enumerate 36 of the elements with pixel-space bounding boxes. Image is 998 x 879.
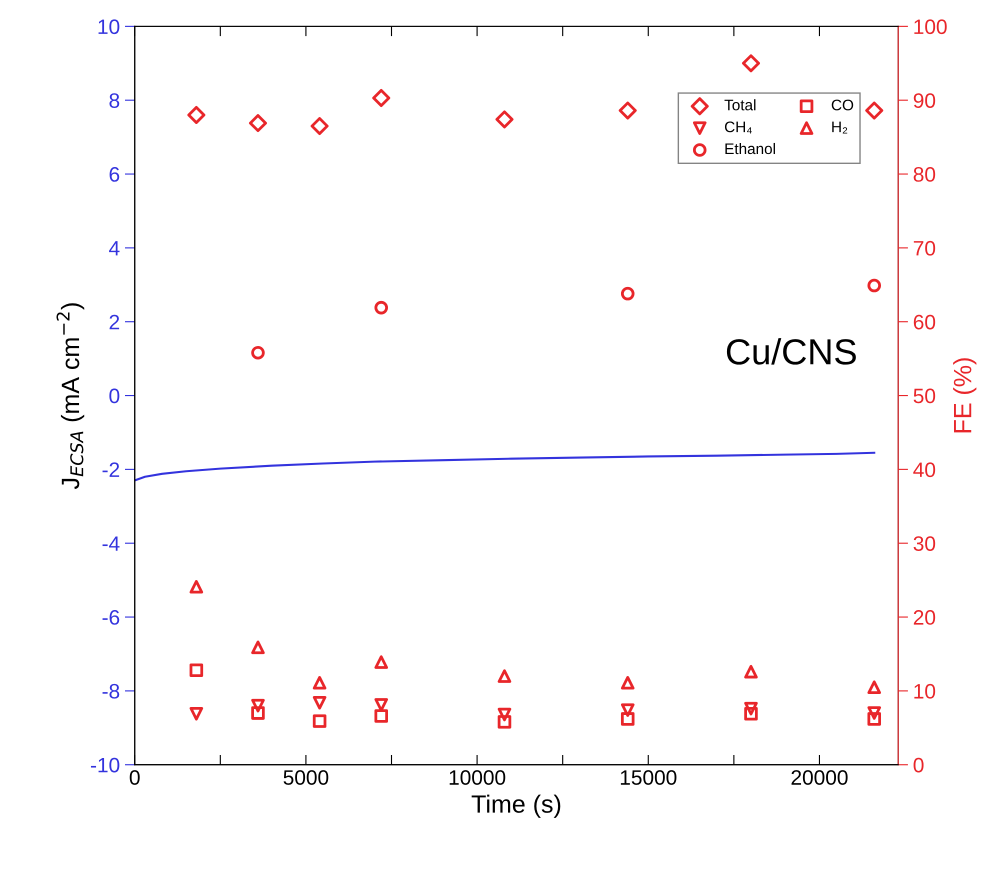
y-tick-label: 8 — [109, 93, 120, 108]
x-tick-label: 5000 — [284, 770, 328, 785]
y-axis-title: J$_{ECSA}$ (mA cm$^{−2}$) — [56, 303, 84, 490]
x-tick-label: 20000 — [792, 770, 848, 785]
y2-tick-label: 70 — [914, 240, 936, 256]
y2-tick-label: 40 — [913, 462, 936, 478]
y-tick-label: 4 — [109, 241, 120, 256]
legend-label: H₂ — [832, 122, 848, 134]
y2-tick-label: 30 — [914, 536, 936, 551]
annotation: Cu/CNS — [726, 338, 856, 365]
legend-label: Ethanol — [725, 142, 775, 154]
y-tick-label: -4 — [102, 536, 120, 551]
y-tick-label: 2 — [110, 314, 120, 330]
y2-tick-label: 20 — [914, 610, 936, 625]
legend-label: CH₄ — [724, 121, 752, 134]
y2-tick-label: 50 — [914, 388, 936, 404]
y2-axis-title: FE (%) — [953, 358, 976, 432]
x-axis-title: Time (s) — [472, 794, 560, 818]
y-tick-label: 6 — [110, 167, 120, 182]
legend-label: CO — [832, 100, 854, 110]
y2-tick-label: 100 — [914, 19, 947, 34]
y-tick-label: -2 — [102, 462, 120, 477]
y2-tick-label: 10 — [914, 684, 936, 699]
y-tick-label: 0 — [109, 388, 120, 404]
x-tick-label: 10000 — [450, 770, 506, 785]
y2-tick-label: 0 — [914, 758, 924, 772]
y-tick-label: -8 — [102, 684, 120, 699]
y2-tick-label: 90 — [914, 93, 936, 108]
x-tick-label: 0 — [130, 770, 140, 785]
x-tick-label: 15000 — [620, 770, 676, 785]
y-tick-label: -10 — [90, 758, 120, 772]
y2-tick-label: 60 — [914, 314, 936, 330]
y2-tick-label: 80 — [914, 167, 936, 182]
y-tick-label: -6 — [102, 610, 120, 625]
legend-label: Total — [724, 99, 756, 110]
y-tick-label: 10 — [98, 19, 120, 34]
